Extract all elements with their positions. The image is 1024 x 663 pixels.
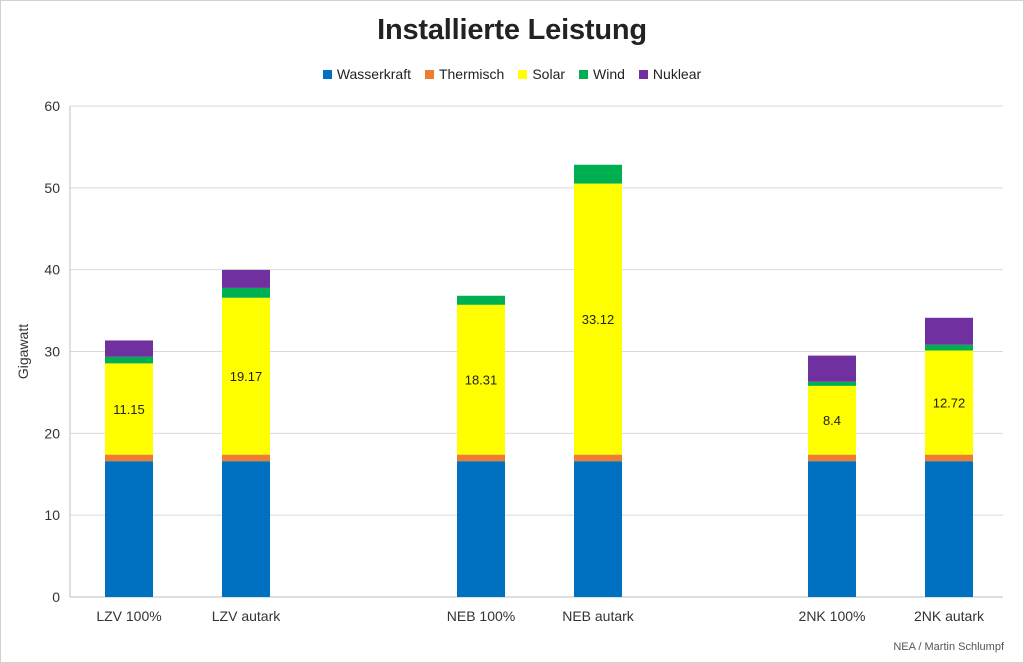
legend-label: Thermisch [438, 66, 505, 82]
y-tick-label: 50 [44, 180, 60, 196]
bar-thermisch [574, 454, 622, 462]
legend-label: Wasserkraft [336, 66, 411, 82]
x-tick-label: NEB autark [562, 608, 635, 624]
chart-legend: Wasserkraft Thermisch Solar Wind Nuklear [0, 66, 1024, 82]
bar-solar [105, 363, 153, 455]
bar-wind [808, 381, 856, 386]
legend-swatch [579, 69, 589, 79]
x-tick-label: LZV 100% [96, 608, 161, 624]
bar-nuklear [808, 355, 856, 382]
y-tick-label: 40 [44, 262, 60, 278]
data-label: 33.12 [582, 312, 615, 327]
bar-solar [808, 385, 856, 455]
legend-item-nuklear: Nuklear [638, 66, 702, 82]
y-tick-label: 60 [44, 98, 60, 114]
data-label: 18.31 [465, 373, 498, 388]
legend-item-thermisch: Thermisch [424, 66, 505, 82]
x-tick-label: NEB 100% [447, 608, 515, 624]
legend-swatch [424, 69, 434, 79]
bar-wind [105, 356, 153, 364]
data-label: 19.17 [230, 369, 263, 384]
bar-solar [574, 183, 622, 455]
bar-wasserkraft [457, 461, 505, 597]
x-tick-label: 2NK autark [914, 608, 985, 624]
bar-wind [574, 164, 622, 184]
bar-wasserkraft [105, 461, 153, 597]
legend-item-wasserkraft: Wasserkraft [322, 66, 411, 82]
data-label: 11.15 [113, 402, 145, 417]
data-label: 8.4 [823, 413, 841, 428]
bar-thermisch [457, 454, 505, 462]
y-tick-label: 30 [44, 344, 60, 360]
bar-wind [925, 344, 973, 351]
x-tick-label: LZV autark [212, 608, 281, 624]
bar-nuklear [105, 340, 153, 357]
legend-swatch [638, 69, 648, 79]
bar-wasserkraft [925, 461, 973, 597]
legend-label: Wind [593, 66, 625, 82]
bar-wasserkraft [808, 461, 856, 597]
bar-thermisch [808, 454, 856, 462]
chart-title: Installierte Leistung [377, 14, 647, 46]
bar-solar [222, 297, 270, 455]
bar-thermisch [105, 454, 153, 462]
bar-wind [222, 287, 270, 298]
bar-nuklear [222, 269, 270, 288]
legend-swatch [518, 69, 528, 79]
legend-label: Solar [532, 66, 566, 82]
bar-solar [925, 350, 973, 455]
bar-nuklear [925, 317, 973, 345]
x-tick-label: 2NK 100% [799, 608, 866, 624]
bar-solar [457, 304, 505, 455]
credit-text: NEA / Martin Schlumpf [893, 641, 1004, 653]
legend-item-solar: Solar [518, 66, 565, 82]
bar-thermisch [925, 454, 973, 462]
bar-wind [457, 295, 505, 305]
legend-item-wind: Wind [579, 66, 625, 82]
bar-wasserkraft [574, 461, 622, 597]
legend-label: Nuklear [652, 66, 702, 82]
legend-swatch [322, 69, 332, 79]
y-tick-label: 0 [52, 589, 60, 605]
y-tick-label: 20 [44, 425, 60, 441]
bar-wasserkraft [222, 461, 270, 597]
data-label: 12.72 [933, 396, 966, 411]
bar-thermisch [222, 454, 270, 462]
y-axis-label: Gigawatt [15, 324, 31, 379]
y-tick-label: 10 [44, 507, 60, 523]
